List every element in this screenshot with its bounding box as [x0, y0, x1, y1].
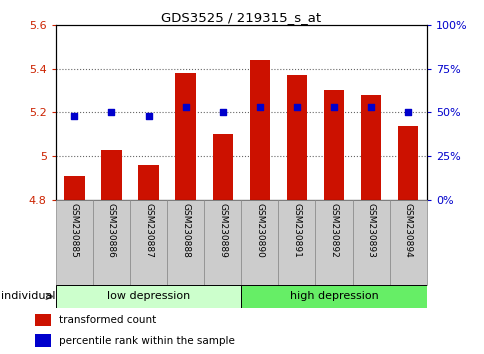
Bar [212, 134, 232, 200]
Bar [204, 200, 241, 285]
Text: GSM230889: GSM230889 [218, 202, 227, 257]
Text: individual: individual [1, 291, 55, 302]
Text: GSM230886: GSM230886 [106, 202, 116, 257]
Text: transformed count: transformed count [59, 315, 156, 325]
Point [366, 104, 374, 110]
Point [70, 113, 78, 119]
Text: GSM230892: GSM230892 [329, 202, 338, 257]
Text: high depression: high depression [289, 291, 378, 302]
Bar [323, 91, 344, 200]
Point [256, 104, 263, 110]
Bar [64, 176, 84, 200]
Point [292, 104, 300, 110]
Bar [35, 314, 51, 326]
Bar [241, 200, 278, 285]
Text: GSM230888: GSM230888 [181, 202, 190, 257]
Bar [352, 200, 389, 285]
Point [330, 104, 337, 110]
Text: GSM230890: GSM230890 [255, 202, 264, 257]
Text: GSM230887: GSM230887 [144, 202, 153, 257]
Bar [360, 95, 380, 200]
Bar [93, 200, 130, 285]
Text: GSM230893: GSM230893 [366, 202, 375, 257]
Bar [175, 73, 196, 200]
Bar [166, 200, 204, 285]
Bar [397, 126, 418, 200]
Bar [56, 285, 241, 308]
Bar [35, 334, 51, 347]
Bar [101, 150, 121, 200]
Bar [130, 200, 166, 285]
Point [182, 104, 189, 110]
Bar [286, 75, 306, 200]
Point [404, 110, 411, 115]
Bar [278, 200, 315, 285]
Bar [241, 285, 426, 308]
Text: GSM230894: GSM230894 [403, 202, 412, 257]
Text: GSM230885: GSM230885 [70, 202, 79, 257]
Point [144, 113, 152, 119]
Bar [315, 200, 352, 285]
Bar [56, 200, 93, 285]
Point [218, 110, 226, 115]
Title: GDS3525 / 219315_s_at: GDS3525 / 219315_s_at [161, 11, 321, 24]
Text: percentile rank within the sample: percentile rank within the sample [59, 336, 235, 346]
Bar [389, 200, 426, 285]
Bar [138, 165, 158, 200]
Text: GSM230891: GSM230891 [292, 202, 301, 257]
Text: low depression: low depression [106, 291, 190, 302]
Bar [249, 60, 270, 200]
Point [107, 110, 115, 115]
